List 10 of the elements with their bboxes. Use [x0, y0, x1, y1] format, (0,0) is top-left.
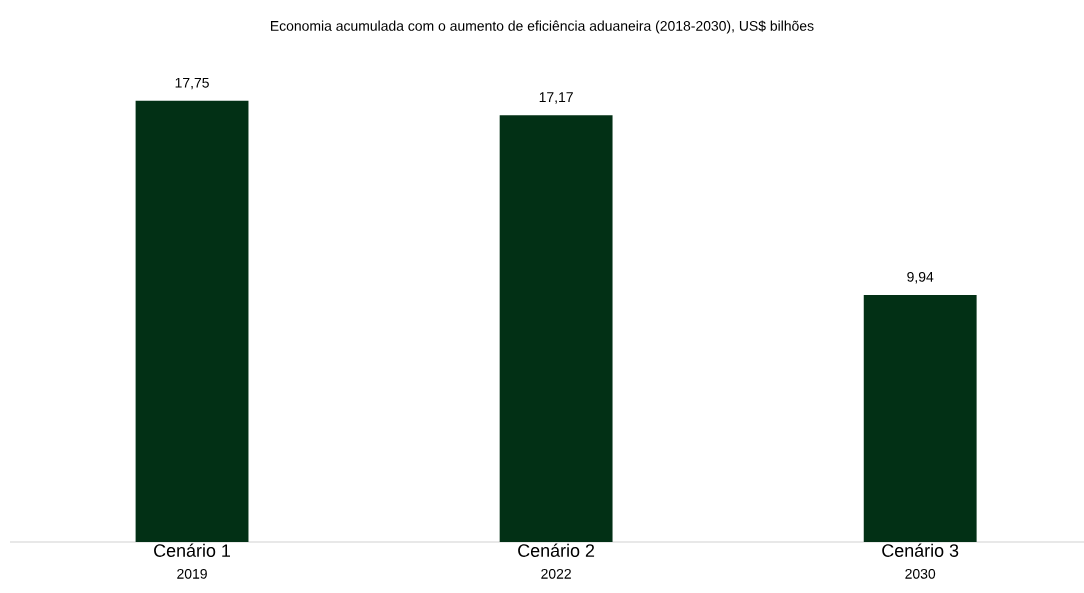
data-label: 17,17: [539, 92, 573, 104]
data-label: 9,94: [907, 271, 934, 284]
x-tick-label: Cenário 3: [882, 543, 959, 557]
text: 2019: [177, 568, 207, 579]
text: 2030: [905, 568, 936, 579]
data-label: 17,75: [175, 77, 209, 90]
chart-title: Economia acumulada com o aumento de eficiência aduaneira (2018-2030), US$ bilhões: [271, 20, 814, 34]
text: 2022: [541, 568, 571, 579]
x-tick-label: Cenário 1: [154, 543, 230, 557]
x-tick-label: Cenário 2: [518, 543, 595, 557]
